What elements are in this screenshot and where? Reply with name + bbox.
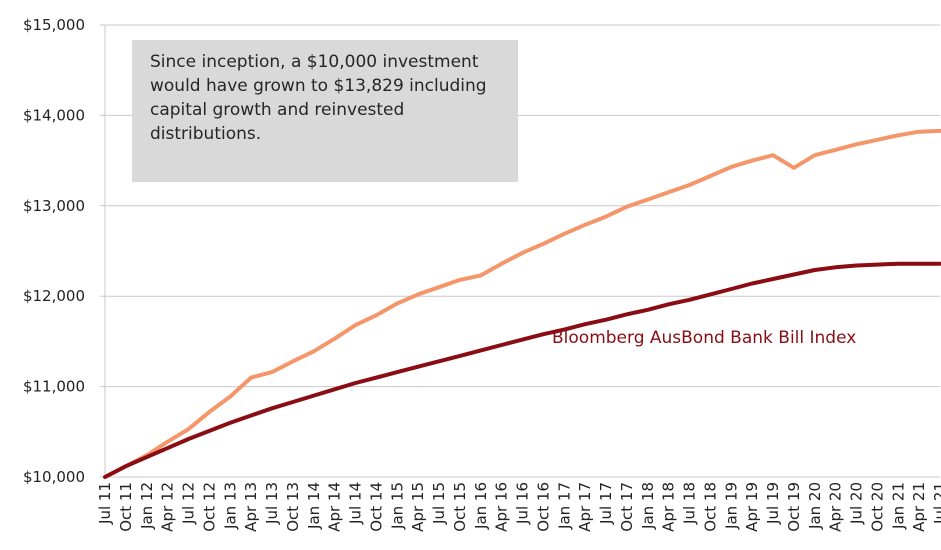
x-tick-label: Apr 20 bbox=[827, 482, 845, 532]
x-tick-label: Jul 12 bbox=[180, 482, 198, 525]
x-tick-label: Oct 14 bbox=[367, 482, 385, 532]
x-tick-label: Jul 21 bbox=[931, 482, 941, 525]
x-tick-label: Jul 11 bbox=[96, 482, 114, 525]
series-line-bank-bill-index bbox=[103, 261, 941, 479]
x-tick-label: Oct 18 bbox=[701, 482, 719, 532]
x-tick-label: Oct 11 bbox=[117, 482, 135, 532]
x-tick-label: Apr 18 bbox=[660, 482, 678, 532]
x-tick-label: Oct 19 bbox=[785, 482, 803, 532]
x-tick-label: Oct 17 bbox=[618, 482, 636, 532]
x-tick-label: Jul 16 bbox=[514, 482, 532, 525]
x-tick-label: Apr 19 bbox=[743, 482, 761, 532]
y-axis-ticks: $10,000 $11,000 $12,000 $13,000 $14,000 $15,0… bbox=[23, 16, 85, 486]
x-tick-label: Jan 17 bbox=[555, 482, 573, 530]
x-tick-label: Oct 20 bbox=[868, 482, 886, 532]
series-label-bank-bill-index: Bloomberg AusBond Bank Bill Index bbox=[552, 328, 857, 348]
x-tick-label: Oct 13 bbox=[284, 482, 302, 532]
x-tick-label: Jan 12 bbox=[138, 482, 156, 530]
series-line-fund bbox=[103, 128, 941, 479]
x-tick-label: Jul 19 bbox=[764, 482, 782, 525]
x-tick-label: Apr 13 bbox=[242, 482, 260, 532]
x-tick-label: Jul 15 bbox=[430, 482, 448, 525]
x-tick-label: Jan 18 bbox=[639, 482, 657, 530]
x-tick-label: Jul 18 bbox=[681, 482, 699, 525]
annotation-box: Since inception, a $10,000 investment wo… bbox=[132, 40, 518, 182]
x-tick-label: Jan 13 bbox=[221, 482, 239, 530]
x-tick-label: Oct 12 bbox=[200, 482, 218, 532]
series-lines bbox=[103, 128, 941, 479]
x-tick-label: Jan 20 bbox=[806, 482, 824, 530]
x-axis-ticks: Jul 11 Oct 11 Jan 12 Apr 12 Jul 12 Oct 12 Jan … bbox=[96, 482, 941, 532]
x-tick-label: Jan 19 bbox=[722, 482, 740, 530]
y-tick-label: $13,000 bbox=[23, 197, 85, 215]
y-tick-label: $15,000 bbox=[23, 16, 85, 34]
x-tick-label: Oct 16 bbox=[534, 482, 552, 532]
x-tick-label: Oct 15 bbox=[451, 482, 469, 532]
x-tick-label: Apr 16 bbox=[493, 482, 511, 532]
annotation-text: Since inception, a $10,000 investment wo… bbox=[150, 52, 487, 144]
x-tick-label: Apr 15 bbox=[409, 482, 427, 532]
x-tick-label: Apr 14 bbox=[326, 482, 344, 532]
x-tick-label: Jul 13 bbox=[263, 482, 281, 525]
y-tick-label: $11,000 bbox=[23, 378, 85, 396]
x-tick-label: Apr 12 bbox=[159, 482, 177, 532]
x-tick-label: Apr 17 bbox=[576, 482, 594, 532]
y-tick-label: $12,000 bbox=[23, 287, 85, 305]
x-tick-label: Jan 15 bbox=[388, 482, 406, 530]
x-tick-label: Jul 17 bbox=[597, 482, 615, 525]
y-tick-label: $10,000 bbox=[23, 468, 85, 486]
x-tick-label: Jan 14 bbox=[305, 482, 323, 530]
x-tick-label: Jul 20 bbox=[848, 482, 866, 525]
x-tick-label: Jan 16 bbox=[472, 482, 490, 530]
x-tick-label: Jul 14 bbox=[347, 482, 365, 525]
x-tick-label: Jan 21 bbox=[889, 482, 907, 530]
x-tick-label: Apr 21 bbox=[910, 482, 928, 532]
y-tick-label: $14,000 bbox=[23, 106, 85, 124]
